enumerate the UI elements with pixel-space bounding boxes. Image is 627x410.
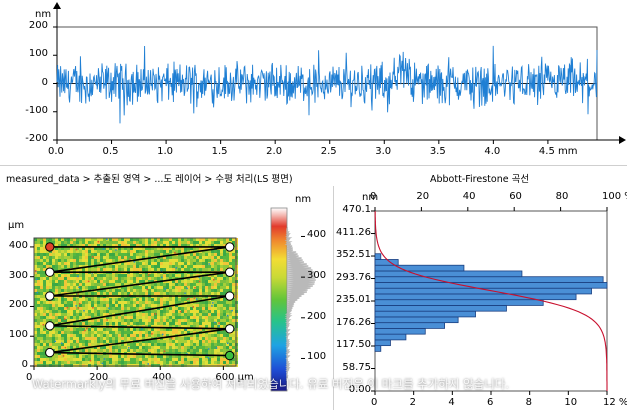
abbott-histogram-bar — [374, 333, 407, 341]
colorbar-unit: nm — [295, 194, 312, 205]
scan-point-marker — [224, 324, 235, 334]
map-y-tick-label: 100 — [8, 329, 28, 341]
profile-y-unit: nm — [35, 9, 52, 20]
map-y-unit: µm — [8, 220, 25, 231]
map-x-tick-label: 600 µm — [215, 372, 254, 383]
abbott-histogram-bar — [374, 264, 465, 272]
profile-y-tick-label: 100 — [28, 48, 48, 60]
profile-plot — [53, 2, 626, 144]
abbott-top-tick-label: 20 — [416, 191, 430, 202]
abbott-histogram-bar — [374, 305, 507, 312]
profile-x-tick-label: 3.5 — [429, 146, 446, 157]
abbott-histogram-bar — [374, 282, 608, 289]
scan-point-marker — [224, 291, 235, 301]
abbott-top-tick-label: 80 — [555, 191, 569, 202]
abbott-histogram-bar — [374, 270, 523, 278]
map-y-tick-label: 400 — [8, 239, 28, 251]
scan-point-marker — [224, 350, 235, 361]
abbott-top-tick-label: 60 — [509, 191, 522, 202]
watermark-text: Watermarkly의 무료 버전을 사용하여 처리되었습니다. 유료 버전은… — [32, 377, 510, 391]
abbott-top-tick-label: 40 — [462, 191, 476, 202]
map-y-tick-label: 200 — [8, 299, 28, 311]
breadcrumb[interactable]: measured_data > 추출된 영역 > ...도 레이어 > 수평 처… — [6, 174, 293, 185]
scan-point-marker — [224, 242, 235, 252]
abbott-left-tick-label: 470.1 — [342, 204, 371, 215]
scan-path — [49, 246, 230, 357]
abbott-title: Abbott-Firestone 곡선 — [430, 174, 530, 185]
abbott-left-tick-label: 293.76 — [336, 271, 371, 283]
abbott-histogram-bar — [374, 327, 426, 335]
abbott-histogram-bar — [374, 339, 391, 347]
map-x-tick-label: 200 — [89, 372, 109, 383]
abbott-histogram-bar — [374, 259, 399, 266]
profile-x-tick-label: 2.0 — [266, 146, 283, 157]
profile-x-tick-label: 2.5 — [320, 146, 337, 157]
panel-divider — [333, 186, 334, 410]
profile-x-tick-label: 3.0 — [375, 146, 392, 157]
colorbar-tick-label: 300 — [307, 270, 327, 282]
abbott-histogram-bar — [374, 253, 382, 260]
abbott-left-tick-label: 352.51 — [336, 249, 371, 261]
scan-point-marker — [45, 291, 55, 301]
profile-x-tick-label: 1.0 — [157, 146, 173, 157]
scan-point-marker — [45, 267, 55, 277]
abbott-bottom-tick-label: 6 — [487, 397, 494, 408]
abbott-histogram-bar — [374, 310, 476, 318]
abbott-histogram-bar — [374, 316, 459, 324]
colorbar — [270, 207, 288, 392]
abbott-panel: nm 470.1 411.26 352.51 293.76 235.01 176.26 11… — [334, 186, 627, 410]
profile-x-tick-label: 1.5 — [211, 146, 228, 157]
abbott-histogram-bar — [374, 345, 382, 352]
abbott-y-unit: nm — [362, 192, 379, 203]
profile-y-tick-label: -100 — [25, 104, 48, 116]
colorbar-histogram — [284, 227, 316, 381]
colorbar-tick-label: 200 — [307, 310, 327, 322]
profile-y-tick-label: 200 — [28, 20, 48, 31]
abbott-top-tick-label: 100 % — [602, 191, 627, 202]
profile-x-tick-label: 4.0 — [484, 146, 501, 157]
profile-x-tick-label: 0.5 — [102, 146, 119, 157]
profile-x-tick-label: 0.0 — [48, 146, 64, 157]
abbott-left-tick-label: 411.26 — [336, 226, 371, 238]
profile-y-tick-label: -200 — [25, 133, 48, 144]
abbott-bottom-tick-label: 2 — [409, 397, 417, 408]
height-map-panel: µm 400 300 200 100 0 0 200 400 600 µm nm 400 300… — [0, 186, 333, 410]
map-x-tick-label: 0 — [26, 372, 33, 383]
abbott-bottom-tick-label: 10 — [564, 397, 578, 408]
map-y-tick-label: 300 — [8, 269, 28, 281]
abbott-left-tick-label: 58.75 — [342, 361, 371, 373]
profile-y-tick-label: 0 — [41, 76, 48, 88]
abbott-bottom-tick-label: 0 — [371, 397, 378, 408]
profile-x-arrow — [619, 136, 626, 144]
colorbar-tick-label: 100 — [307, 351, 327, 363]
scan-point-marker — [45, 347, 55, 358]
profile-chart: nm 200 100 0 -100 -200 0.0 0.5 1.0 1.5 2.0 2.5 3.0… — [0, 0, 627, 163]
map-x-tick-label: 400 — [152, 372, 172, 383]
abbott-histogram-bar — [374, 293, 577, 301]
abbott-bottom-tick-label: 4 — [448, 397, 455, 408]
height-map-frame — [33, 237, 237, 367]
abbott-left-tick-label: 117.50 — [336, 339, 371, 350]
abbott-left-tick-label: 176.26 — [336, 316, 371, 328]
abbott-left-tick-label: 0.00 — [348, 384, 371, 395]
profile-y-arrow — [53, 2, 61, 9]
scan-point-marker — [45, 321, 55, 331]
abbott-histogram-bar — [374, 276, 604, 283]
abbott-top-tick-label: 0 — [370, 191, 377, 202]
map-y-tick-label: 0 — [21, 359, 28, 370]
height-map[interactable] — [0, 186, 333, 410]
divider — [0, 165, 627, 166]
scan-point-marker — [224, 267, 235, 277]
abbott-bottom-tick-label: 12 % — [603, 397, 627, 408]
profile-series-line — [56, 45, 598, 124]
abbott-histogram-bar — [374, 299, 544, 306]
abbott-plot — [371, 207, 608, 395]
scan-point-marker — [45, 242, 55, 252]
colorbar-tick-label: 400 — [307, 229, 327, 241]
abbott-histogram-bar — [374, 322, 445, 329]
profile-x-tick-label: 4.5 mm — [538, 146, 578, 157]
abbott-curve — [374, 210, 608, 391]
abbott-bottom-tick-label: 8 — [525, 397, 533, 408]
abbott-left-tick-label: 235.01 — [336, 294, 371, 305]
